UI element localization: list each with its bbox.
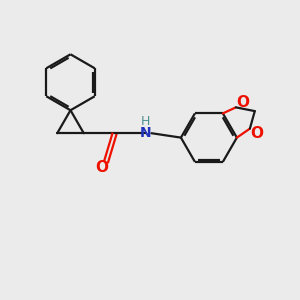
- Text: O: O: [95, 160, 108, 175]
- Text: O: O: [236, 95, 249, 110]
- Text: N: N: [140, 126, 152, 140]
- Text: O: O: [250, 126, 263, 141]
- Text: H: H: [141, 115, 150, 128]
